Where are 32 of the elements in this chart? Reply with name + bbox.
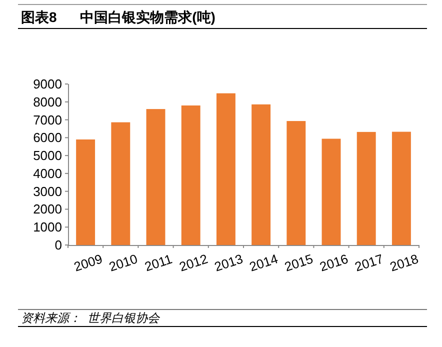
y-tick-label: 3000 xyxy=(33,184,62,199)
y-tick-label: 4000 xyxy=(33,166,62,181)
x-tick-label: 2016 xyxy=(318,251,350,274)
bar xyxy=(322,138,341,245)
x-tick-label: 2009 xyxy=(72,251,104,274)
x-tick-label: 2015 xyxy=(282,251,315,274)
x-tick-label: 2018 xyxy=(388,251,420,274)
bar xyxy=(392,132,411,245)
bar xyxy=(111,122,130,245)
y-tick-label: 6000 xyxy=(33,130,62,146)
y-tick-label: 2000 xyxy=(33,202,62,217)
x-tick-label: 2014 xyxy=(248,251,280,274)
bar xyxy=(146,109,166,245)
text: 资料来源： 世界白银协会 xyxy=(21,311,161,325)
y-tick-label: 8000 xyxy=(33,94,62,110)
chart-title: 图表8 中国白银实物需求(吨) xyxy=(21,9,216,25)
y-tick-label: 9000 xyxy=(33,76,62,92)
y-tick-label: 1000 xyxy=(33,220,62,235)
x-tick-label: 2017 xyxy=(352,251,386,274)
bar xyxy=(252,104,271,245)
x-tick-label: 2011 xyxy=(142,251,174,274)
bar xyxy=(356,132,376,245)
y-tick-label: 7000 xyxy=(33,112,62,128)
bar xyxy=(181,105,200,245)
bar xyxy=(216,93,236,245)
y-tick-label: 0 xyxy=(54,238,62,252)
bar xyxy=(76,139,96,245)
x-tick-label: 2013 xyxy=(212,251,245,274)
x-tick-label: 2012 xyxy=(177,251,210,274)
y-tick-label: 5000 xyxy=(33,148,62,164)
x-tick-label: 2010 xyxy=(107,251,140,274)
bar xyxy=(286,121,306,245)
